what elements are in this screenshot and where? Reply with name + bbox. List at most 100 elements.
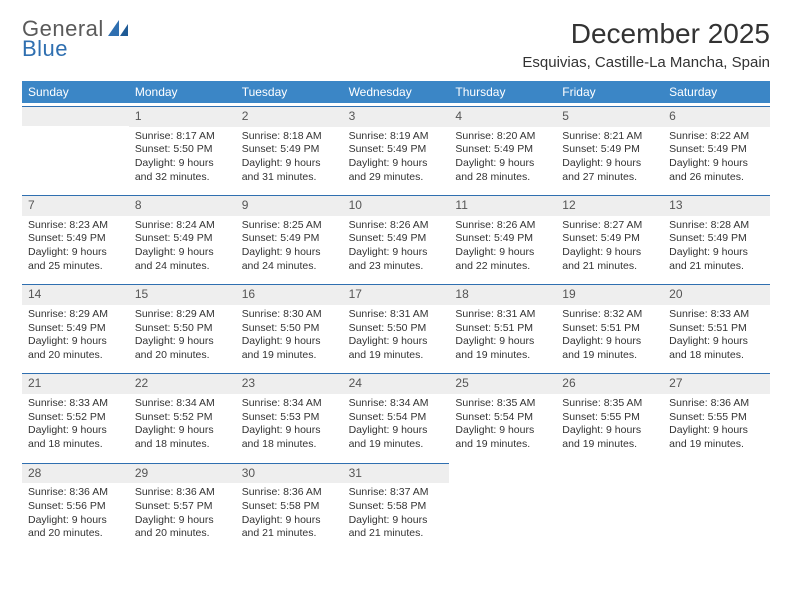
sunrise-line: Sunrise: 8:35 AM xyxy=(562,397,657,411)
sunrise-line: Sunrise: 8:27 AM xyxy=(562,219,657,233)
calendar-cell: 24Sunrise: 8:34 AMSunset: 5:54 PMDayligh… xyxy=(343,370,450,459)
calendar-cell: 23Sunrise: 8:34 AMSunset: 5:53 PMDayligh… xyxy=(236,370,343,459)
day-number: 25 xyxy=(449,373,556,394)
sunrise-line: Sunrise: 8:18 AM xyxy=(242,130,337,144)
sunset-line: Sunset: 5:50 PM xyxy=(135,143,230,157)
calendar-cell: 21Sunrise: 8:33 AMSunset: 5:52 PMDayligh… xyxy=(22,370,129,459)
day-number: 3 xyxy=(343,106,450,127)
calendar-header-row: SundayMondayTuesdayWednesdayThursdayFrid… xyxy=(22,81,770,103)
calendar-body: 1Sunrise: 8:17 AMSunset: 5:50 PMDaylight… xyxy=(22,103,770,549)
sunset-line: Sunset: 5:49 PM xyxy=(455,232,550,246)
sunset-line: Sunset: 5:49 PM xyxy=(349,143,444,157)
sunset-line: Sunset: 5:49 PM xyxy=(28,322,123,336)
day-number: 12 xyxy=(556,195,663,216)
daylight-line: Daylight: 9 hours and 23 minutes. xyxy=(349,246,444,273)
day-number: 10 xyxy=(343,195,450,216)
calendar-cell: 2Sunrise: 8:18 AMSunset: 5:49 PMDaylight… xyxy=(236,103,343,192)
sunset-line: Sunset: 5:58 PM xyxy=(242,500,337,514)
logo-text-bottom: Blue xyxy=(22,38,130,60)
sunrise-line: Sunrise: 8:33 AM xyxy=(669,308,764,322)
sunrise-line: Sunrise: 8:30 AM xyxy=(242,308,337,322)
daylight-line: Daylight: 9 hours and 24 minutes. xyxy=(242,246,337,273)
daylight-line: Daylight: 9 hours and 18 minutes. xyxy=(135,424,230,451)
sunrise-line: Sunrise: 8:19 AM xyxy=(349,130,444,144)
calendar-cell: 5Sunrise: 8:21 AMSunset: 5:49 PMDaylight… xyxy=(556,103,663,192)
sunrise-line: Sunrise: 8:17 AM xyxy=(135,130,230,144)
calendar-cell: 7Sunrise: 8:23 AMSunset: 5:49 PMDaylight… xyxy=(22,192,129,281)
calendar-cell: 30Sunrise: 8:36 AMSunset: 5:58 PMDayligh… xyxy=(236,460,343,549)
day-number: 7 xyxy=(22,195,129,216)
day-number: 15 xyxy=(129,284,236,305)
daylight-line: Daylight: 9 hours and 31 minutes. xyxy=(242,157,337,184)
sunset-line: Sunset: 5:57 PM xyxy=(135,500,230,514)
calendar-cell: 3Sunrise: 8:19 AMSunset: 5:49 PMDaylight… xyxy=(343,103,450,192)
sunrise-line: Sunrise: 8:26 AM xyxy=(349,219,444,233)
sunset-line: Sunset: 5:52 PM xyxy=(28,411,123,425)
day-number: 20 xyxy=(663,284,770,305)
calendar-cell xyxy=(22,103,129,192)
day-number: 14 xyxy=(22,284,129,305)
daylight-line: Daylight: 9 hours and 19 minutes. xyxy=(455,335,550,362)
sunset-line: Sunset: 5:50 PM xyxy=(242,322,337,336)
weekday-header: Friday xyxy=(556,81,663,103)
calendar-cell: 15Sunrise: 8:29 AMSunset: 5:50 PMDayligh… xyxy=(129,281,236,370)
daylight-line: Daylight: 9 hours and 21 minutes. xyxy=(242,514,337,541)
day-number: 27 xyxy=(663,373,770,394)
sunrise-line: Sunrise: 8:22 AM xyxy=(669,130,764,144)
calendar-cell: 18Sunrise: 8:31 AMSunset: 5:51 PMDayligh… xyxy=(449,281,556,370)
day-number: 6 xyxy=(663,106,770,127)
sunrise-line: Sunrise: 8:34 AM xyxy=(135,397,230,411)
weekday-header: Thursday xyxy=(449,81,556,103)
calendar-cell: 31Sunrise: 8:37 AMSunset: 5:58 PMDayligh… xyxy=(343,460,450,549)
sunrise-line: Sunrise: 8:20 AM xyxy=(455,130,550,144)
day-number: 30 xyxy=(236,463,343,484)
day-number: 8 xyxy=(129,195,236,216)
calendar-cell: 4Sunrise: 8:20 AMSunset: 5:49 PMDaylight… xyxy=(449,103,556,192)
day-number: 29 xyxy=(129,463,236,484)
calendar-cell: 1Sunrise: 8:17 AMSunset: 5:50 PMDaylight… xyxy=(129,103,236,192)
day-number: 17 xyxy=(343,284,450,305)
daylight-line: Daylight: 9 hours and 19 minutes. xyxy=(349,335,444,362)
weekday-header: Monday xyxy=(129,81,236,103)
daylight-line: Daylight: 9 hours and 19 minutes. xyxy=(562,424,657,451)
sunset-line: Sunset: 5:55 PM xyxy=(669,411,764,425)
sunset-line: Sunset: 5:50 PM xyxy=(135,322,230,336)
daylight-line: Daylight: 9 hours and 20 minutes. xyxy=(28,514,123,541)
sunset-line: Sunset: 5:52 PM xyxy=(135,411,230,425)
page-title: December 2025 xyxy=(522,18,770,50)
day-number: 13 xyxy=(663,195,770,216)
sunset-line: Sunset: 5:49 PM xyxy=(242,232,337,246)
calendar-cell: 20Sunrise: 8:33 AMSunset: 5:51 PMDayligh… xyxy=(663,281,770,370)
sunrise-line: Sunrise: 8:31 AM xyxy=(349,308,444,322)
daylight-line: Daylight: 9 hours and 28 minutes. xyxy=(455,157,550,184)
calendar-cell: 13Sunrise: 8:28 AMSunset: 5:49 PMDayligh… xyxy=(663,192,770,281)
day-number: 24 xyxy=(343,373,450,394)
weekday-header: Tuesday xyxy=(236,81,343,103)
day-number: 5 xyxy=(556,106,663,127)
calendar-cell: 12Sunrise: 8:27 AMSunset: 5:49 PMDayligh… xyxy=(556,192,663,281)
sunrise-line: Sunrise: 8:26 AM xyxy=(455,219,550,233)
sunset-line: Sunset: 5:49 PM xyxy=(669,143,764,157)
page-subtitle: Esquivias, Castille-La Mancha, Spain xyxy=(522,54,770,71)
sunrise-line: Sunrise: 8:34 AM xyxy=(349,397,444,411)
calendar-cell xyxy=(663,460,770,549)
title-block: December 2025 Esquivias, Castille-La Man… xyxy=(522,18,770,71)
sunset-line: Sunset: 5:49 PM xyxy=(669,232,764,246)
sunrise-line: Sunrise: 8:21 AM xyxy=(562,130,657,144)
sunrise-line: Sunrise: 8:28 AM xyxy=(669,219,764,233)
daylight-line: Daylight: 9 hours and 26 minutes. xyxy=(669,157,764,184)
sunrise-line: Sunrise: 8:36 AM xyxy=(28,486,123,500)
day-number: 16 xyxy=(236,284,343,305)
day-number: 21 xyxy=(22,373,129,394)
calendar-cell: 25Sunrise: 8:35 AMSunset: 5:54 PMDayligh… xyxy=(449,370,556,459)
day-number: 19 xyxy=(556,284,663,305)
calendar-cell: 8Sunrise: 8:24 AMSunset: 5:49 PMDaylight… xyxy=(129,192,236,281)
calendar-cell: 14Sunrise: 8:29 AMSunset: 5:49 PMDayligh… xyxy=(22,281,129,370)
sunrise-line: Sunrise: 8:31 AM xyxy=(455,308,550,322)
calendar-cell: 27Sunrise: 8:36 AMSunset: 5:55 PMDayligh… xyxy=(663,370,770,459)
calendar-cell: 11Sunrise: 8:26 AMSunset: 5:49 PMDayligh… xyxy=(449,192,556,281)
daylight-line: Daylight: 9 hours and 21 minutes. xyxy=(562,246,657,273)
calendar-cell: 29Sunrise: 8:36 AMSunset: 5:57 PMDayligh… xyxy=(129,460,236,549)
day-number: 4 xyxy=(449,106,556,127)
day-number: 18 xyxy=(449,284,556,305)
